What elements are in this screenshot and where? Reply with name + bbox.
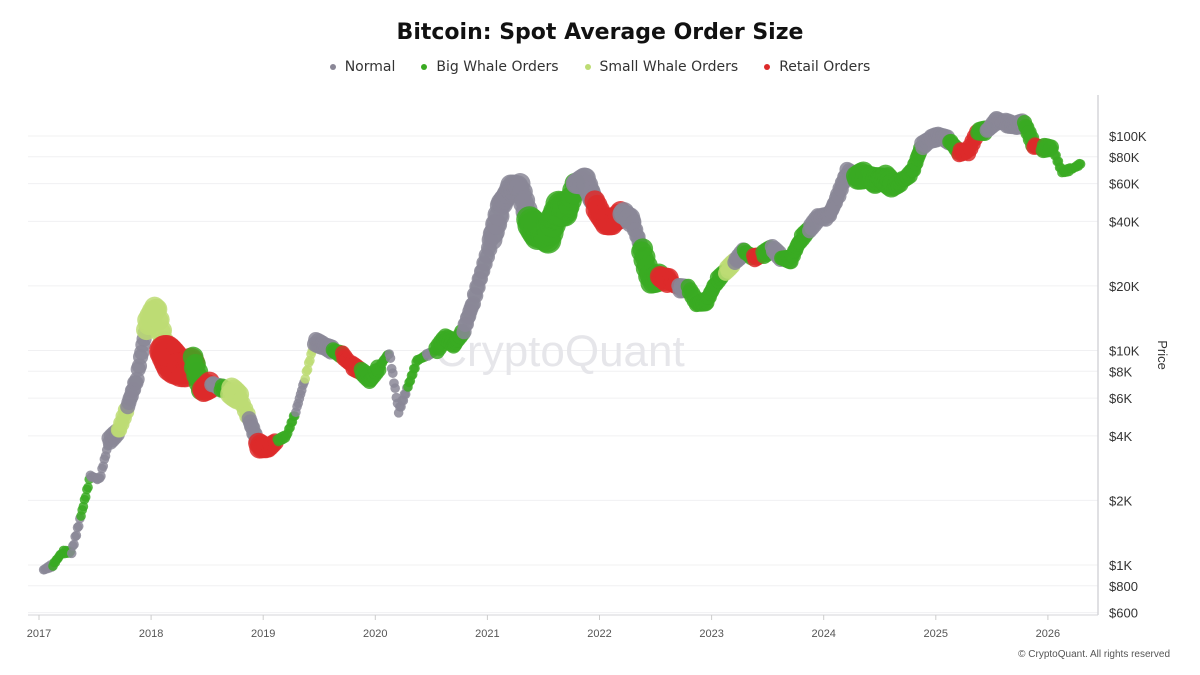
legend-label: Small Whale Orders [599, 59, 739, 75]
y-tick-label: $60K [1109, 177, 1140, 192]
data-points [38, 110, 1086, 575]
y-tick-label: $80K [1109, 150, 1140, 165]
legend-dot-icon [764, 64, 771, 70]
y-tick-label: $20K [1109, 279, 1140, 294]
x-tick-label: 2026 [1036, 628, 1060, 640]
data-point-trail [390, 383, 400, 394]
axes: $100K $80K $60K $40K $20K $10K $8K $6K $4K $2K $1K… [27, 95, 1170, 640]
x-tick-label: 2022 [587, 628, 611, 640]
data-point-trail [71, 530, 82, 541]
y-tick-label: $10K [1109, 344, 1140, 359]
data-point-trail [69, 539, 79, 550]
y-tick-label: $1K [1109, 558, 1132, 573]
legend-item-small-whale[interactable]: Small Whale Orders [584, 59, 739, 75]
watermark: CryptoQuant [435, 327, 684, 376]
x-tick-label: 2023 [699, 628, 723, 640]
data-point-trail [80, 492, 91, 502]
x-tick-label: 2024 [811, 628, 835, 640]
legend-label: Big Whale Orders [436, 59, 559, 75]
y-axis-label: Price [1155, 340, 1170, 370]
legend-dot-icon [584, 64, 591, 70]
x-tick-label: 2021 [475, 628, 499, 640]
y-tick-label: $4K [1109, 429, 1132, 444]
legend-label: Retail Orders [779, 59, 871, 75]
x-tick-label: 2017 [27, 628, 51, 640]
legend-item-normal[interactable]: Normal [329, 59, 396, 75]
data-point [300, 374, 311, 384]
legend: Normal Big Whale Orders Small Whale Orde… [0, 59, 1200, 75]
x-tick-label: 2025 [924, 628, 948, 640]
y-tick-label: $800 [1109, 579, 1138, 594]
legend-dot-icon [329, 64, 336, 70]
data-point [66, 548, 77, 559]
chart-title: Bitcoin: Spot Average Order Size [396, 20, 804, 45]
x-tick-label: 2018 [139, 628, 163, 640]
copyright-footer: © CryptoQuant. All rights reserved [1018, 649, 1170, 660]
legend-item-retail[interactable]: Retail Orders [764, 59, 870, 75]
y-tick-label: $600 [1109, 606, 1138, 621]
y-tick-label: $40K [1109, 214, 1140, 229]
y-tick-label: $8K [1109, 364, 1132, 379]
data-point [1075, 159, 1086, 169]
y-tick-label: $6K [1109, 391, 1132, 406]
x-tick-label: 2019 [251, 628, 275, 640]
x-tick-label: 2020 [363, 628, 387, 640]
data-point-trail [73, 521, 84, 532]
data-point-trail [385, 353, 396, 363]
y-tick-label: $100K [1109, 129, 1147, 144]
legend-label: Normal [344, 59, 396, 75]
data-point-trail [83, 482, 93, 493]
data-point-trail [388, 368, 398, 378]
legend-item-big-whale[interactable]: Big Whale Orders [421, 59, 559, 75]
y-tick-label: $2K [1109, 493, 1132, 508]
data-point-trail [96, 471, 106, 481]
legend-dot-icon [421, 64, 428, 70]
